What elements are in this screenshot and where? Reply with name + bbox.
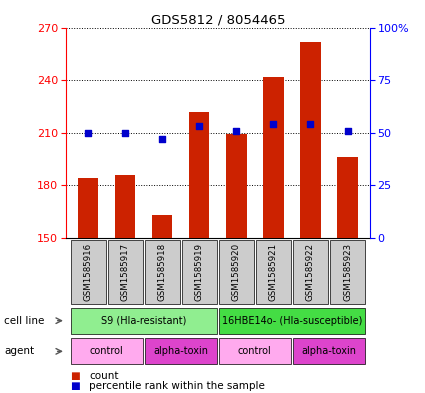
Text: 16HBE14o- (Hla-susceptible): 16HBE14o- (Hla-susceptible) — [222, 316, 362, 326]
Text: GSM1585922: GSM1585922 — [306, 243, 315, 301]
Point — [344, 127, 351, 134]
Text: ■: ■ — [70, 381, 80, 391]
Point — [85, 129, 91, 136]
FancyBboxPatch shape — [219, 308, 365, 334]
Point — [270, 121, 277, 127]
Text: agent: agent — [4, 346, 34, 356]
Title: GDS5812 / 8054465: GDS5812 / 8054465 — [150, 13, 285, 26]
Bar — [300, 42, 320, 238]
Text: GSM1585920: GSM1585920 — [232, 243, 241, 301]
Text: GSM1585921: GSM1585921 — [269, 243, 278, 301]
FancyBboxPatch shape — [71, 338, 142, 364]
Text: count: count — [89, 371, 119, 381]
Point — [233, 127, 240, 134]
FancyBboxPatch shape — [219, 338, 291, 364]
FancyBboxPatch shape — [182, 241, 217, 304]
Text: control: control — [238, 346, 272, 356]
Text: alpha-toxin: alpha-toxin — [153, 346, 208, 356]
FancyBboxPatch shape — [293, 338, 365, 364]
FancyBboxPatch shape — [71, 241, 105, 304]
Text: GSM1585923: GSM1585923 — [343, 243, 352, 301]
Point — [196, 123, 203, 129]
Bar — [189, 112, 210, 238]
Text: GSM1585916: GSM1585916 — [84, 243, 93, 301]
Point — [122, 129, 129, 136]
Text: cell line: cell line — [4, 316, 45, 326]
Point — [307, 121, 314, 127]
FancyBboxPatch shape — [219, 241, 254, 304]
FancyBboxPatch shape — [293, 241, 328, 304]
Bar — [115, 174, 135, 238]
Bar — [152, 215, 173, 238]
Text: S9 (Hla-resistant): S9 (Hla-resistant) — [101, 316, 187, 326]
FancyBboxPatch shape — [108, 241, 142, 304]
Text: GSM1585918: GSM1585918 — [158, 243, 167, 301]
FancyBboxPatch shape — [256, 241, 291, 304]
Bar — [78, 178, 98, 238]
Bar — [263, 77, 283, 238]
Text: percentile rank within the sample: percentile rank within the sample — [89, 381, 265, 391]
Bar — [226, 134, 246, 238]
Text: control: control — [90, 346, 124, 356]
Text: GSM1585917: GSM1585917 — [121, 243, 130, 301]
Bar — [337, 157, 358, 238]
FancyBboxPatch shape — [145, 241, 180, 304]
FancyBboxPatch shape — [71, 308, 217, 334]
Text: ■: ■ — [70, 371, 80, 381]
Point — [159, 136, 166, 142]
FancyBboxPatch shape — [145, 338, 217, 364]
Text: alpha-toxin: alpha-toxin — [301, 346, 357, 356]
FancyBboxPatch shape — [330, 241, 365, 304]
Text: GSM1585919: GSM1585919 — [195, 243, 204, 301]
